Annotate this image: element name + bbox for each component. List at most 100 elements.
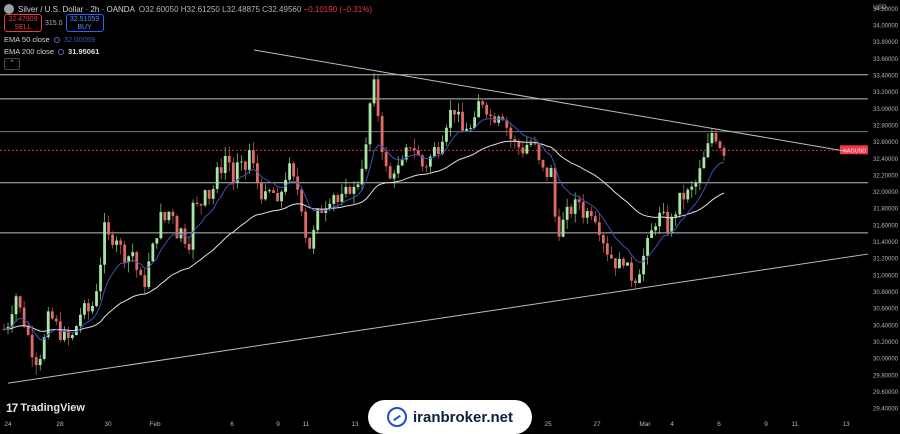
- candle-body: [549, 168, 553, 177]
- candle-body: [22, 307, 26, 327]
- trade-buttons: 32.47909 SELL 315.0 32.51059 BUY: [4, 14, 104, 32]
- x-tick-label: 9: [764, 421, 768, 428]
- candle-body: [215, 167, 219, 189]
- settings-icon[interactable]: [53, 36, 60, 43]
- candle-body: [445, 127, 448, 142]
- candle-body: [87, 303, 90, 312]
- candle-body: [268, 190, 271, 192]
- candle-body: [103, 222, 106, 265]
- y-tick-label: 33.20000: [873, 90, 899, 96]
- candle-body: [10, 314, 14, 327]
- support-trendline: [7, 253, 869, 384]
- candle-body: [457, 111, 460, 115]
- symbol-tag-label: XAGUSD: [843, 148, 866, 154]
- candle-body: [618, 258, 621, 269]
- candle-body: [416, 150, 420, 156]
- candle-body: [272, 190, 275, 193]
- candle-body: [6, 326, 10, 330]
- candle-body: [646, 238, 649, 256]
- candle-body: [525, 144, 529, 154]
- candle-body: [428, 156, 432, 167]
- candle-body: [251, 150, 255, 164]
- collapse-legend-button[interactable]: ⌃: [4, 58, 20, 70]
- candle-body: [151, 243, 155, 262]
- candle-body: [95, 291, 98, 306]
- y-tick-label: 32.40000: [873, 157, 899, 163]
- candle-body: [461, 111, 464, 131]
- candle-body: [119, 240, 123, 245]
- y-tick-label: 31.80000: [873, 207, 899, 213]
- candle-body: [143, 275, 147, 287]
- candle-body: [368, 103, 372, 145]
- candle-body: [352, 186, 356, 194]
- y-tick-label: 31.00000: [873, 273, 899, 279]
- y-tick-label: 34.20000: [873, 7, 899, 13]
- x-tick-label: 13: [842, 421, 850, 428]
- x-tick-label: 9: [276, 421, 280, 428]
- settings-icon[interactable]: [58, 48, 65, 55]
- candle-body: [722, 148, 726, 156]
- x-tick-label: 30: [104, 421, 112, 428]
- candle-body: [501, 116, 505, 121]
- candle-body: [437, 147, 440, 154]
- candle-body: [513, 138, 517, 142]
- candle-body: [545, 167, 549, 177]
- ema50-legend[interactable]: EMA 50 close 32.00059: [4, 35, 96, 44]
- candle-body: [171, 211, 175, 216]
- candle-body: [609, 254, 613, 259]
- candle-body: [412, 148, 416, 151]
- candle-body: [380, 115, 384, 153]
- candle-body: [638, 274, 641, 283]
- currency-label: USD: [873, 4, 887, 11]
- candle-body: [469, 127, 472, 129]
- x-tick-label: 25: [544, 421, 552, 428]
- candle-body: [207, 190, 211, 199]
- candle-body: [441, 141, 444, 154]
- candle-body: [288, 163, 291, 180]
- candle-body: [384, 152, 388, 167]
- candle-body: [328, 203, 332, 209]
- candle-body: [666, 211, 670, 233]
- candle-body: [473, 117, 477, 128]
- candle-body: [710, 132, 714, 144]
- candle-body: [465, 128, 468, 131]
- x-tick-label: 28: [56, 421, 64, 428]
- candle-body: [485, 104, 489, 115]
- candle-body: [630, 262, 633, 281]
- candle-body: [70, 335, 74, 339]
- x-tick-label: 11: [792, 421, 799, 428]
- candle-body: [642, 255, 645, 275]
- symbol-title[interactable]: Silver / U.S. Dollar · 2h · OANDA: [18, 4, 135, 14]
- candle-body: [123, 244, 127, 263]
- buy-button[interactable]: 32.51059 BUY: [65, 14, 104, 32]
- candle-body: [239, 161, 243, 163]
- candle-body: [264, 191, 267, 200]
- candle-body: [179, 228, 183, 239]
- candle-body: [706, 143, 710, 158]
- candle-body: [364, 144, 368, 169]
- y-tick-label: 30.60000: [873, 307, 899, 313]
- candle-body: [565, 206, 569, 220]
- candle-body: [167, 211, 171, 221]
- candle-body: [18, 296, 22, 308]
- candle-body: [453, 109, 456, 115]
- candle-body: [46, 311, 50, 338]
- tradingview-logo: 17 TradingView: [6, 401, 85, 415]
- candle-body: [477, 101, 481, 118]
- resistance-trendline: [253, 49, 849, 153]
- candle-body: [42, 337, 46, 359]
- candle-body: [91, 305, 94, 312]
- ema200-legend[interactable]: EMA 200 close 31.95061: [4, 47, 100, 56]
- candle-body: [622, 258, 625, 266]
- candle-body: [203, 190, 207, 206]
- x-tick-label: 24: [4, 421, 12, 428]
- candle-body: [581, 202, 585, 218]
- spread-value: 315.0: [45, 19, 63, 27]
- candle-body: [557, 216, 561, 237]
- candle-body: [400, 159, 404, 166]
- candle-body: [83, 303, 86, 315]
- candle-body: [280, 191, 283, 202]
- candle-body: [541, 160, 545, 168]
- sell-button[interactable]: 32.47909 SELL: [4, 14, 42, 32]
